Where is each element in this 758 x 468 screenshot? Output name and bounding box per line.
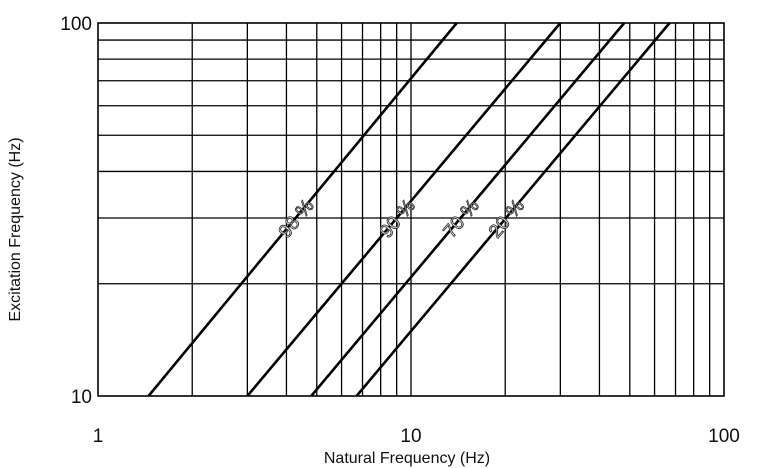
y-tick-label: 10 [71,387,92,408]
y-tick-label: 100 [60,14,92,35]
series-line [246,22,562,397]
x-tick-label: 1 [93,426,104,447]
y-axis-label: Excitation Frequency (Hz) [7,137,24,321]
y-tick-labels: 10 100 [60,14,92,408]
series-line [310,22,626,397]
x-axis-label: Natural Frequency (Hz) [324,450,490,467]
x-tick-labels: 1 10 100 [93,426,740,447]
series-label: 70 % [440,196,484,243]
series-label: 20 % [485,196,529,243]
x-tick-label: 100 [708,426,740,447]
series-label: 98 % [275,196,319,243]
series-label: 90 % [376,196,420,243]
series-group [147,22,671,397]
plot-frame [97,22,725,397]
series-line [147,22,458,397]
x-tick-label: 10 [400,426,421,447]
series-line [355,22,671,397]
